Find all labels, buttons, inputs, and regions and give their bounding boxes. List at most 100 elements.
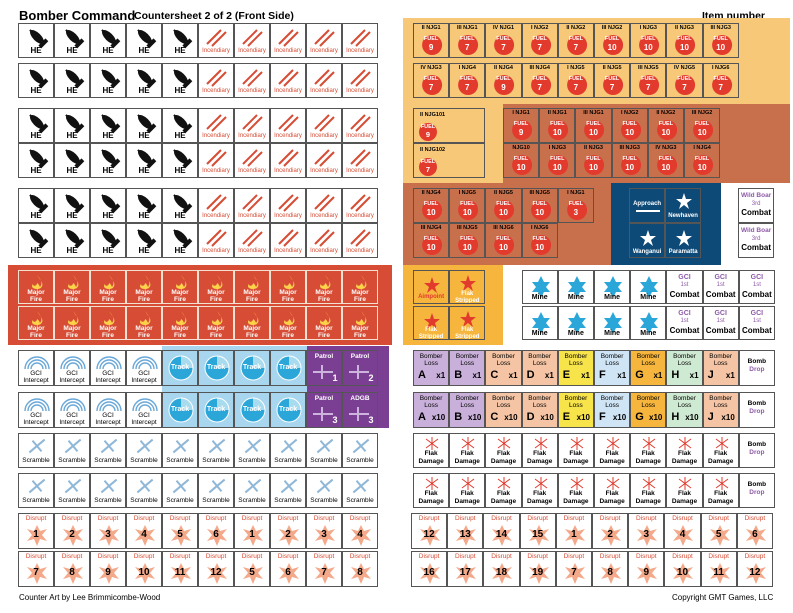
- patrol-counter[interactable]: Patrol 1: [306, 350, 342, 386]
- disrupt-counter[interactable]: Disrupt 7: [18, 551, 54, 587]
- mine-counter[interactable]: Mine: [594, 270, 631, 304]
- incendiary-counter[interactable]: Incendiary: [198, 223, 234, 258]
- scramble-counter[interactable]: Scramble: [234, 433, 270, 468]
- major-fire-counter[interactable]: Major Fire: [54, 306, 90, 340]
- scramble-counter[interactable]: Scramble: [126, 433, 162, 468]
- njg-fuel-counter[interactable]: I NJG3 FUEL 10: [539, 143, 576, 178]
- njg-fuel-counter[interactable]: II NJG5 FUEL 10: [485, 188, 522, 223]
- disrupt-counter[interactable]: Disrupt 5: [700, 513, 737, 549]
- incendiary-counter[interactable]: Incendiary: [270, 143, 306, 178]
- mine-counter[interactable]: Mine: [557, 270, 594, 304]
- flak-damage-counter[interactable]: Flak Damage: [413, 433, 450, 468]
- bomb-drop-counter[interactable]: Bomb Drop: [738, 433, 775, 468]
- disrupt-counter[interactable]: Disrupt 12: [198, 551, 234, 587]
- njg-fuel-counter[interactable]: II NJG2 FUEL 7: [557, 23, 594, 58]
- he-bomb-counter[interactable]: HE: [18, 108, 54, 143]
- he-bomb-counter[interactable]: HE: [54, 108, 90, 143]
- major-fire-counter[interactable]: Major Fire: [198, 270, 234, 304]
- he-bomb-counter[interactable]: HE: [90, 108, 126, 143]
- disrupt-counter[interactable]: Disrupt 4: [342, 513, 378, 549]
- he-bomb-counter[interactable]: HE: [18, 143, 54, 178]
- incendiary-counter[interactable]: Incendiary: [198, 108, 234, 143]
- approach-counter[interactable]: Approach: [629, 188, 666, 223]
- disrupt-counter[interactable]: Disrupt 3: [628, 513, 665, 549]
- mine-counter[interactable]: Mine: [557, 306, 594, 340]
- njg-fuel-counter[interactable]: II NJG4 FUEL 9: [485, 63, 522, 98]
- disrupt-counter[interactable]: Disrupt 8: [342, 551, 378, 587]
- incendiary-counter[interactable]: Incendiary: [234, 108, 270, 143]
- scramble-counter[interactable]: Scramble: [90, 473, 126, 508]
- bomb-drop-counter[interactable]: Bomb Drop: [738, 392, 775, 428]
- disrupt-counter[interactable]: Disrupt 15: [519, 513, 556, 549]
- njg-fuel-counter[interactable]: II NJG1 FUEL 10: [539, 108, 576, 143]
- major-fire-counter[interactable]: Major Fire: [234, 306, 270, 340]
- disrupt-counter[interactable]: Disrupt 10: [126, 551, 162, 587]
- mine-counter[interactable]: Mine: [594, 306, 631, 340]
- incendiary-counter[interactable]: Incendiary: [198, 23, 234, 58]
- njg-fuel-counter[interactable]: NJG10 FUEL 10: [503, 143, 540, 178]
- scramble-counter[interactable]: Scramble: [162, 473, 198, 508]
- scramble-counter[interactable]: Scramble: [18, 433, 54, 468]
- njg-fuel-counter[interactable]: IV NJG3 FUEL 10: [647, 143, 684, 178]
- he-bomb-counter[interactable]: HE: [162, 108, 198, 143]
- he-bomb-counter[interactable]: HE: [54, 188, 90, 223]
- wild-boar-combat-counter[interactable]: Wild Boar 3rd Combat: [738, 223, 775, 258]
- scramble-counter[interactable]: Scramble: [18, 473, 54, 508]
- njg-fuel-counter[interactable]: II NJG1 FUEL 9: [413, 23, 450, 58]
- njg-fuel-counter[interactable]: III NJG5 FUEL 10: [521, 188, 558, 223]
- flak-damage-counter[interactable]: Flak Damage: [702, 473, 739, 508]
- he-bomb-counter[interactable]: HE: [90, 63, 126, 98]
- disrupt-counter[interactable]: Disrupt 11: [162, 551, 198, 587]
- disrupt-counter[interactable]: Disrupt 9: [628, 551, 665, 587]
- disrupt-counter[interactable]: Disrupt 17: [447, 551, 484, 587]
- disrupt-counter[interactable]: Disrupt 18: [483, 551, 520, 587]
- track-counter[interactable]: Track: [162, 392, 198, 428]
- major-fire-counter[interactable]: Major Fire: [306, 306, 342, 340]
- flak-stripped-counter[interactable]: Flak Stripped: [449, 306, 486, 340]
- flak-damage-counter[interactable]: Flak Damage: [521, 473, 558, 508]
- he-bomb-counter[interactable]: HE: [54, 63, 90, 98]
- major-fire-counter[interactable]: Major Fire: [306, 270, 342, 304]
- gci-intercept-counter[interactable]: GCI Intercept: [126, 350, 162, 386]
- disrupt-counter[interactable]: Disrupt 5: [162, 513, 198, 549]
- gci-intercept-counter[interactable]: GCI Intercept: [90, 350, 126, 386]
- incendiary-counter[interactable]: Incendiary: [306, 143, 342, 178]
- incendiary-counter[interactable]: Incendiary: [234, 143, 270, 178]
- major-fire-counter[interactable]: Major Fire: [90, 270, 126, 304]
- njg-fuel-counter[interactable]: IV NJG1 FUEL 7: [485, 23, 522, 58]
- incendiary-counter[interactable]: Incendiary: [342, 188, 378, 223]
- he-bomb-counter[interactable]: HE: [162, 23, 198, 58]
- major-fire-counter[interactable]: Major Fire: [126, 270, 162, 304]
- scramble-counter[interactable]: Scramble: [306, 473, 342, 508]
- flak-damage-counter[interactable]: Flak Damage: [702, 433, 739, 468]
- he-bomb-counter[interactable]: HE: [18, 223, 54, 258]
- incendiary-counter[interactable]: Incendiary: [234, 188, 270, 223]
- disrupt-counter[interactable]: Disrupt 7: [555, 551, 592, 587]
- disrupt-counter[interactable]: Disrupt 8: [592, 551, 629, 587]
- gci-intercept-counter[interactable]: GCI Intercept: [18, 350, 54, 386]
- wanganui-counter[interactable]: Wanganui: [629, 223, 666, 258]
- njg-fuel-counter[interactable]: I NJG1 FUEL 9: [503, 108, 540, 143]
- incendiary-counter[interactable]: Incendiary: [234, 223, 270, 258]
- disrupt-counter[interactable]: Disrupt 1: [234, 513, 270, 549]
- incendiary-counter[interactable]: Incendiary: [342, 63, 378, 98]
- disrupt-counter[interactable]: Disrupt 16: [411, 551, 448, 587]
- scramble-counter[interactable]: Scramble: [90, 433, 126, 468]
- disrupt-counter[interactable]: Disrupt 5: [234, 551, 270, 587]
- he-bomb-counter[interactable]: HE: [162, 188, 198, 223]
- njg-fuel-counter[interactable]: II NJG102 FUEL 7: [413, 143, 485, 178]
- njg-fuel-counter[interactable]: III NJG3 FUEL 10: [611, 143, 648, 178]
- gci-intercept-counter[interactable]: GCI Intercept: [54, 350, 90, 386]
- major-fire-counter[interactable]: Major Fire: [162, 306, 198, 340]
- njg-fuel-counter[interactable]: III NJG5 FUEL 7: [630, 63, 667, 98]
- he-bomb-counter[interactable]: HE: [18, 23, 54, 58]
- njg-fuel-counter[interactable]: II NJG2 FUEL 10: [647, 108, 684, 143]
- njg-fuel-counter[interactable]: II NJG4 FUEL 10: [413, 188, 450, 223]
- he-bomb-counter[interactable]: HE: [162, 223, 198, 258]
